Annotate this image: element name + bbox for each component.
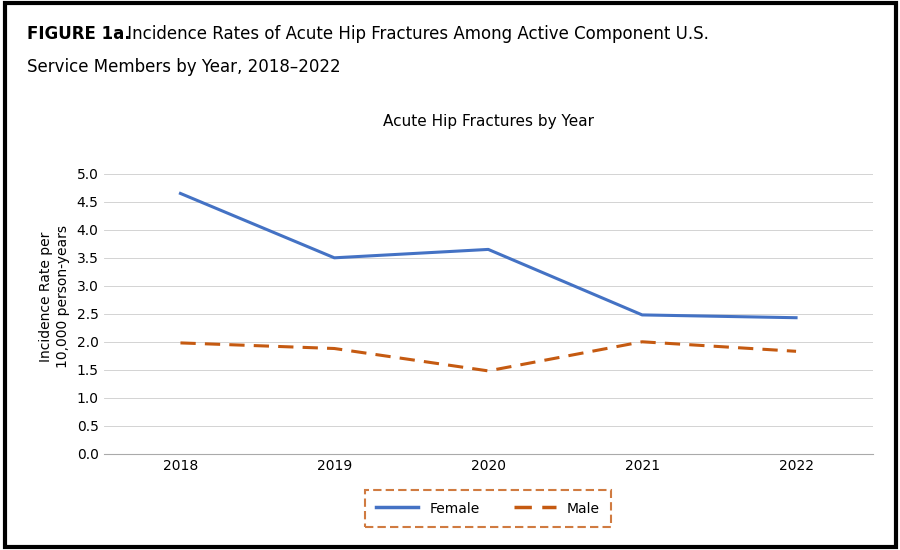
Y-axis label: Incidence Rate per
10,000 person-years: Incidence Rate per 10,000 person-years (40, 226, 69, 368)
Legend: Female, Male: Female, Male (365, 490, 611, 527)
Text: FIGURE 1a.: FIGURE 1a. (27, 25, 130, 43)
Text: Service Members by Year, 2018–2022: Service Members by Year, 2018–2022 (27, 58, 340, 76)
Title: Acute Hip Fractures by Year: Acute Hip Fractures by Year (382, 114, 594, 129)
Text: Incidence Rates of Acute Hip Fractures Among Active Component U.S.: Incidence Rates of Acute Hip Fractures A… (122, 25, 708, 43)
